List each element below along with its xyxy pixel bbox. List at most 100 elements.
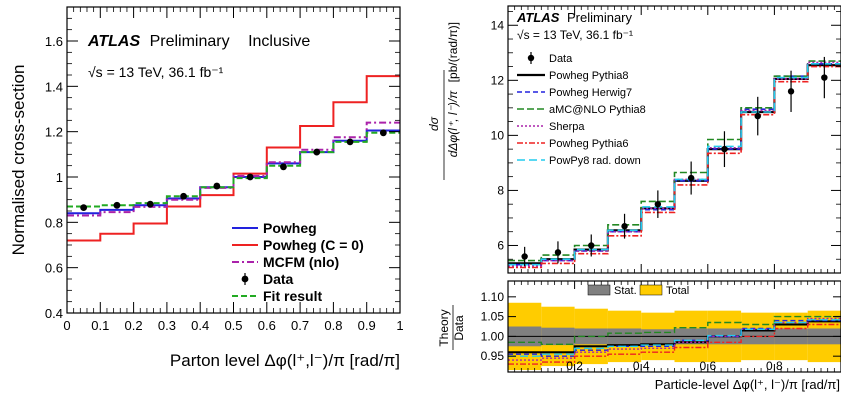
ratio-x-tick-label: 0.8 [766,359,783,373]
right-ratio-chart-panel: 0.95 1.00 1.05 1.10 0.2 0.4 0.6 0.8 Theory Data… [437,280,841,392]
right-top-frame [507,5,841,274]
ratio-legend-swatch-total [639,284,663,296]
right-data-point [787,88,795,95]
ratio-y-tick-label: 1.05 [481,310,505,324]
right-y-label-numerator: dσ [427,116,441,131]
left-data-point [113,201,121,209]
right-data-point [554,249,562,256]
left-y-tick-label: 0.6 [45,261,63,276]
left-x-tick-label: 0.6 [258,318,276,333]
left-legend-label-powheg-c-0: Powheg (C = 0) [263,237,364,253]
left-legend-label-mcfm-nlo: MCFM (nlo) [263,254,339,270]
left-x-tick-label: 0 [63,318,70,333]
left-data-point [346,138,354,146]
left-atlas-label: ATLAS [87,33,140,50]
left-y-tick-label: 0.8 [45,215,63,230]
ratio-legend-swatch-stat [587,284,611,296]
right-legend-label-powheg-herwig7: Powheg Herwig7 [549,87,632,99]
right-data-point [654,200,662,208]
ratio-x-tick-label: 0.6 [699,359,716,373]
left-energy-label: √s = 13 TeV, 36.1 fb⁻¹ [88,64,224,80]
left-data-point [379,129,387,137]
left-y-tick-label: 1.6 [45,34,63,49]
right-series-powpy8-rad-down [508,63,841,266]
left-x-tick-label: 0.4 [191,318,209,333]
left-y-tick-label: 1.2 [45,125,63,140]
left-data-point [246,173,254,181]
left-series-mcfm-nlo [67,121,400,217]
left-data-point [280,163,287,171]
right-data-point [521,253,528,260]
left-data-point [313,148,321,156]
left-x-tick-label: 0.7 [291,318,309,333]
right-series-powheg-pythia6 [508,65,841,269]
left-preliminary-label: Preliminary [150,33,230,50]
right-legend-label-data: Data [549,53,573,65]
ratio-y-label-denominator: Data [452,315,466,341]
svg-text:ATLAS Preliminary: ATLAS Preliminary Inclusive [87,33,310,50]
right-data-point [621,223,628,230]
left-series-powheg-c-0 [67,75,400,242]
right-top-chart-panel: 6 8 10 12 14 ATLAS Preliminary √s = 13 TeV, … [427,5,841,274]
left-inclusive-label: Inclusive [248,33,310,50]
right-y-tick-label: 6 [497,238,504,252]
ratio-series-amc-nlo-pythia8 [508,315,841,345]
left-data-point [146,200,154,208]
right-data-point [721,145,728,153]
left-series-fit-result [67,131,400,208]
right-data-point [754,112,761,120]
ratio-y-tick-label: 1.00 [481,329,505,343]
ratio-series-powpy8-rad-down [508,319,841,357]
right-legend-label-amc-nlo-pythia8: aMC@NLO Pythia8 [549,104,646,116]
left-x-tick-label: 0.3 [158,318,176,333]
ratio-legend-label-stat: Stat. [614,285,637,297]
ratio-y-axis-label: Theory Data [437,305,466,350]
left-data-point [80,204,88,212]
left-y-tick-label: 1.4 [45,79,63,94]
right-legend-label-powheg-pythia6: Powheg Pythia6 [549,138,629,150]
left-x-axis-label: Parton level Δφ(l⁺,l⁻)/π [rad/π] [170,351,400,370]
left-legend-label-fit-result: Fit result [263,288,322,304]
right-top-plot-area [508,56,841,269]
left-x-tick-label: 0.5 [224,318,242,333]
left-legend-label-powheg: Powheg [263,220,317,236]
right-legend-label-powpy8-rad-down: PowPy8 rad. down [549,155,641,167]
right-y-label-unit: [pb/(rad/π)] [446,22,460,82]
right-energy-label: √s = 13 TeV, 36.1 fb⁻¹ [517,28,633,42]
right-data-point [687,174,695,182]
left-data-point [213,182,221,190]
right-y-tick-label: 10 [491,128,505,142]
ratio-legend-label-total: Total [666,285,689,297]
right-preliminary-label: Preliminary [567,10,633,25]
right-data-point [821,74,828,81]
ratio-plot-area [508,302,841,371]
right-data-point [588,242,595,249]
right-legend-label-powheg-pythia8: Powheg Pythia8 [549,70,629,82]
left-y-axis-label: Normalised cross-section [9,65,28,256]
ratio-y-label-numerator: Theory [437,309,451,346]
right-atlas-label: ATLAS [516,10,560,25]
right-legend-label-sherpa: Sherpa [549,121,585,133]
right-y-label-denominator: dΔφ(l⁺, l⁻)/π [446,90,460,158]
ratio-x-tick-label: 0.2 [566,359,583,373]
ratio-axes: 0.95 1.00 1.05 1.10 0.2 0.4 0.6 0.8 [481,281,841,373]
right-y-tick-label: 14 [491,18,505,32]
svg-text:ATLAS Preliminary: ATLAS Preliminary [516,10,633,25]
left-axes: 0 0.1 0.2 0.3 0.4 0.5 0.6 0.7 0.8 0.9 1 0.4 0.6 0.8 1 1… [45,7,404,333]
ratio-x-axis-label: Particle-level Δφ(l⁺, l⁻)/π [rad/π] [655,377,840,392]
left-chart-panel: 0 0.1 0.2 0.3 0.4 0.5 0.6 0.7 0.8 0.9 1 0.4 0.6 0.8 1 1… [9,6,404,370]
ratio-x-tick-label: 0.4 [633,359,650,373]
left-frame [66,6,401,314]
left-legend-label-data: Data [263,271,294,287]
left-data-point [180,192,187,200]
right-top-axes: 6 8 10 12 14 [491,6,841,273]
left-x-tick-label: 0.2 [125,318,143,333]
ratio-frame [507,280,841,373]
right-y-axis-label: dσ dΔφ(l⁺, l⁻)/π [pb/(rad/π)] [427,22,460,180]
right-y-tick-label: 12 [491,73,505,87]
left-plot-area [67,75,400,242]
ratio-y-tick-label: 0.95 [481,349,505,363]
right-y-tick-label: 8 [497,183,504,197]
